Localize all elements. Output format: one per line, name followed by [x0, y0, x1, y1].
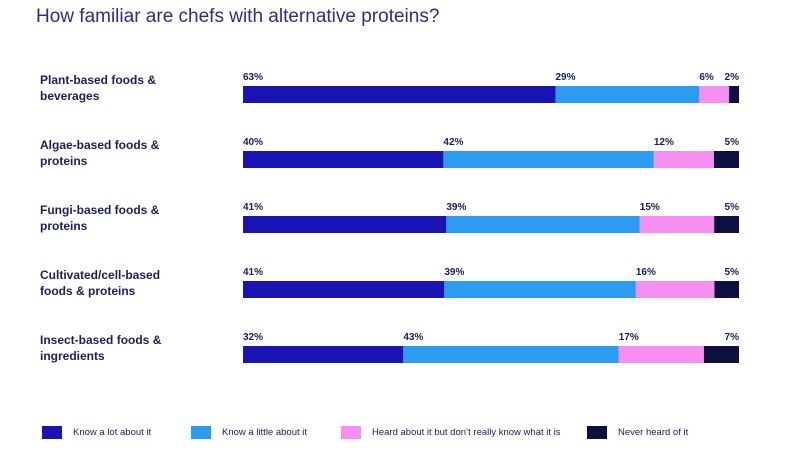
data-label-cultivated-cell-based-foods-proteins-know-a-lot-about-it: 41%: [243, 267, 263, 278]
data-label-cultivated-cell-based-foods-proteins-never-heard-of-it: 5%: [725, 267, 740, 278]
bar-segment-cultivated-cell-based-foods-proteins-never-heard-of-it: [714, 281, 739, 298]
data-label-insect-based-foods-ingredients-know-a-little-about-it: 43%: [403, 332, 423, 343]
bar-segment-algae-based-foods-proteins-heard-about-it-but-don-t-really-know-what-it-is: [653, 151, 714, 168]
legend-label-heard-about: Heard about it but don’t really know wha…: [372, 427, 561, 438]
legend-item-know-a-little: Know a little about it: [191, 426, 307, 439]
legend-swatch-never-heard: [587, 426, 607, 439]
legend-item-heard-about: Heard about it but don’t really know wha…: [341, 426, 561, 439]
data-label-plant-based-foods-beverages-know-a-lot-about-it: 63%: [243, 72, 263, 83]
data-label-insect-based-foods-ingredients-know-a-lot-about-it: 32%: [243, 332, 263, 343]
legend-item-never-heard: Never heard of it: [587, 426, 688, 439]
data-label-algae-based-foods-proteins-know-a-little-about-it: 42%: [443, 137, 463, 148]
bar-segment-insect-based-foods-ingredients-know-a-lot-about-it: [243, 346, 404, 363]
bar-segment-algae-based-foods-proteins-know-a-little-about-it: [443, 151, 654, 168]
bar-segment-insect-based-foods-ingredients-never-heard-of-it: [703, 346, 739, 363]
legend-label-know-a-lot: Know a lot about it: [73, 427, 152, 438]
category-label-algae-based-foods-proteins: Algae-based foods & proteins: [40, 138, 160, 168]
bar-segment-fungi-based-foods-proteins-know-a-little-about-it: [446, 216, 640, 233]
data-label-algae-based-foods-proteins-heard-about-it-but-don-t-really-know-what-it-is: 12%: [654, 137, 674, 148]
legend-swatch-know-a-little: [191, 426, 211, 439]
bar-segment-insect-based-foods-ingredients-know-a-little-about-it: [403, 346, 619, 363]
data-label-cultivated-cell-based-foods-proteins-know-a-little-about-it: 39%: [444, 267, 464, 278]
data-label-algae-based-foods-proteins-never-heard-of-it: 5%: [725, 137, 740, 148]
legend: Know a lot about it Know a little about …: [0, 426, 790, 446]
legend-swatch-know-a-lot: [42, 426, 62, 439]
bar-segment-insect-based-foods-ingredients-heard-about-it-but-don-t-really-know-what-it-is: [618, 346, 704, 363]
data-label-insect-based-foods-ingredients-heard-about-it-but-don-t-really-know-what-it-is: 17%: [619, 332, 639, 343]
legend-label-know-a-little: Know a little about it: [222, 427, 308, 438]
bar-segment-plant-based-foods-beverages-know-a-lot-about-it: [243, 86, 556, 103]
bar-segment-plant-based-foods-beverages-know-a-little-about-it: [555, 86, 700, 103]
data-label-algae-based-foods-proteins-know-a-lot-about-it: 40%: [243, 137, 263, 148]
data-label-plant-based-foods-beverages-know-a-little-about-it: 29%: [555, 72, 575, 83]
chart-title: How familiar are chefs with alternative …: [36, 6, 440, 27]
legend-label-never-heard: Never heard of it: [618, 427, 689, 438]
legend-item-know-a-lot: Know a lot about it: [42, 426, 151, 439]
data-label-fungi-based-foods-proteins-never-heard-of-it: 5%: [725, 202, 740, 213]
bar-segment-plant-based-foods-beverages-heard-about-it-but-don-t-really-know-what-it-is: [699, 86, 730, 103]
bar-segment-fungi-based-foods-proteins-heard-about-it-but-don-t-really-know-what-it-is: [639, 216, 715, 233]
bar-segment-algae-based-foods-proteins-never-heard-of-it: [713, 151, 739, 168]
data-label-insect-based-foods-ingredients-never-heard-of-it: 7%: [725, 332, 740, 343]
bar-segment-cultivated-cell-based-foods-proteins-know-a-lot-about-it: [243, 281, 445, 298]
bar-segment-cultivated-cell-based-foods-proteins-know-a-little-about-it: [444, 281, 636, 298]
bar-segment-plant-based-foods-beverages-never-heard-of-it: [729, 86, 739, 103]
legend-swatch-heard-about: [341, 426, 361, 439]
data-label-fungi-based-foods-proteins-heard-about-it-but-don-t-really-know-what-it-is: 15%: [640, 202, 660, 213]
bar-segment-cultivated-cell-based-foods-proteins-heard-about-it-but-don-t-really-know-what-it-is: [635, 281, 715, 298]
data-label-fungi-based-foods-proteins-know-a-lot-about-it: 41%: [243, 202, 263, 213]
bar-segment-fungi-based-foods-proteins-never-heard-of-it: [714, 216, 739, 233]
bar-segment-algae-based-foods-proteins-know-a-lot-about-it: [243, 151, 444, 168]
data-label-plant-based-foods-beverages-heard-about-it-but-don-t-really-know-what-it-is: 6%: [699, 72, 714, 83]
category-label-plant-based-foods-beverages: Plant-based foods & beverages: [40, 73, 156, 103]
data-label-plant-based-foods-beverages-never-heard-of-it: 2%: [725, 72, 740, 83]
data-label-cultivated-cell-based-foods-proteins-heard-about-it-but-don-t-really-know-what-it-is: 16%: [636, 267, 656, 278]
category-label-insect-based-foods-ingredients: Insect-based foods & ingredients: [40, 333, 162, 363]
data-label-fungi-based-foods-proteins-know-a-little-about-it: 39%: [446, 202, 466, 213]
stacked-bar-chart: Plant-based foods & beverages 63% 29% 6% 2% Al…: [40, 72, 740, 363]
bar-segment-fungi-based-foods-proteins-know-a-lot-about-it: [243, 216, 447, 233]
category-label-fungi-based-foods-proteins: Fungi-based foods & proteins: [40, 203, 160, 233]
category-label-cultivated-cell-based-foods-proteins: Cultivated/cell-based foods & proteins: [40, 268, 160, 298]
